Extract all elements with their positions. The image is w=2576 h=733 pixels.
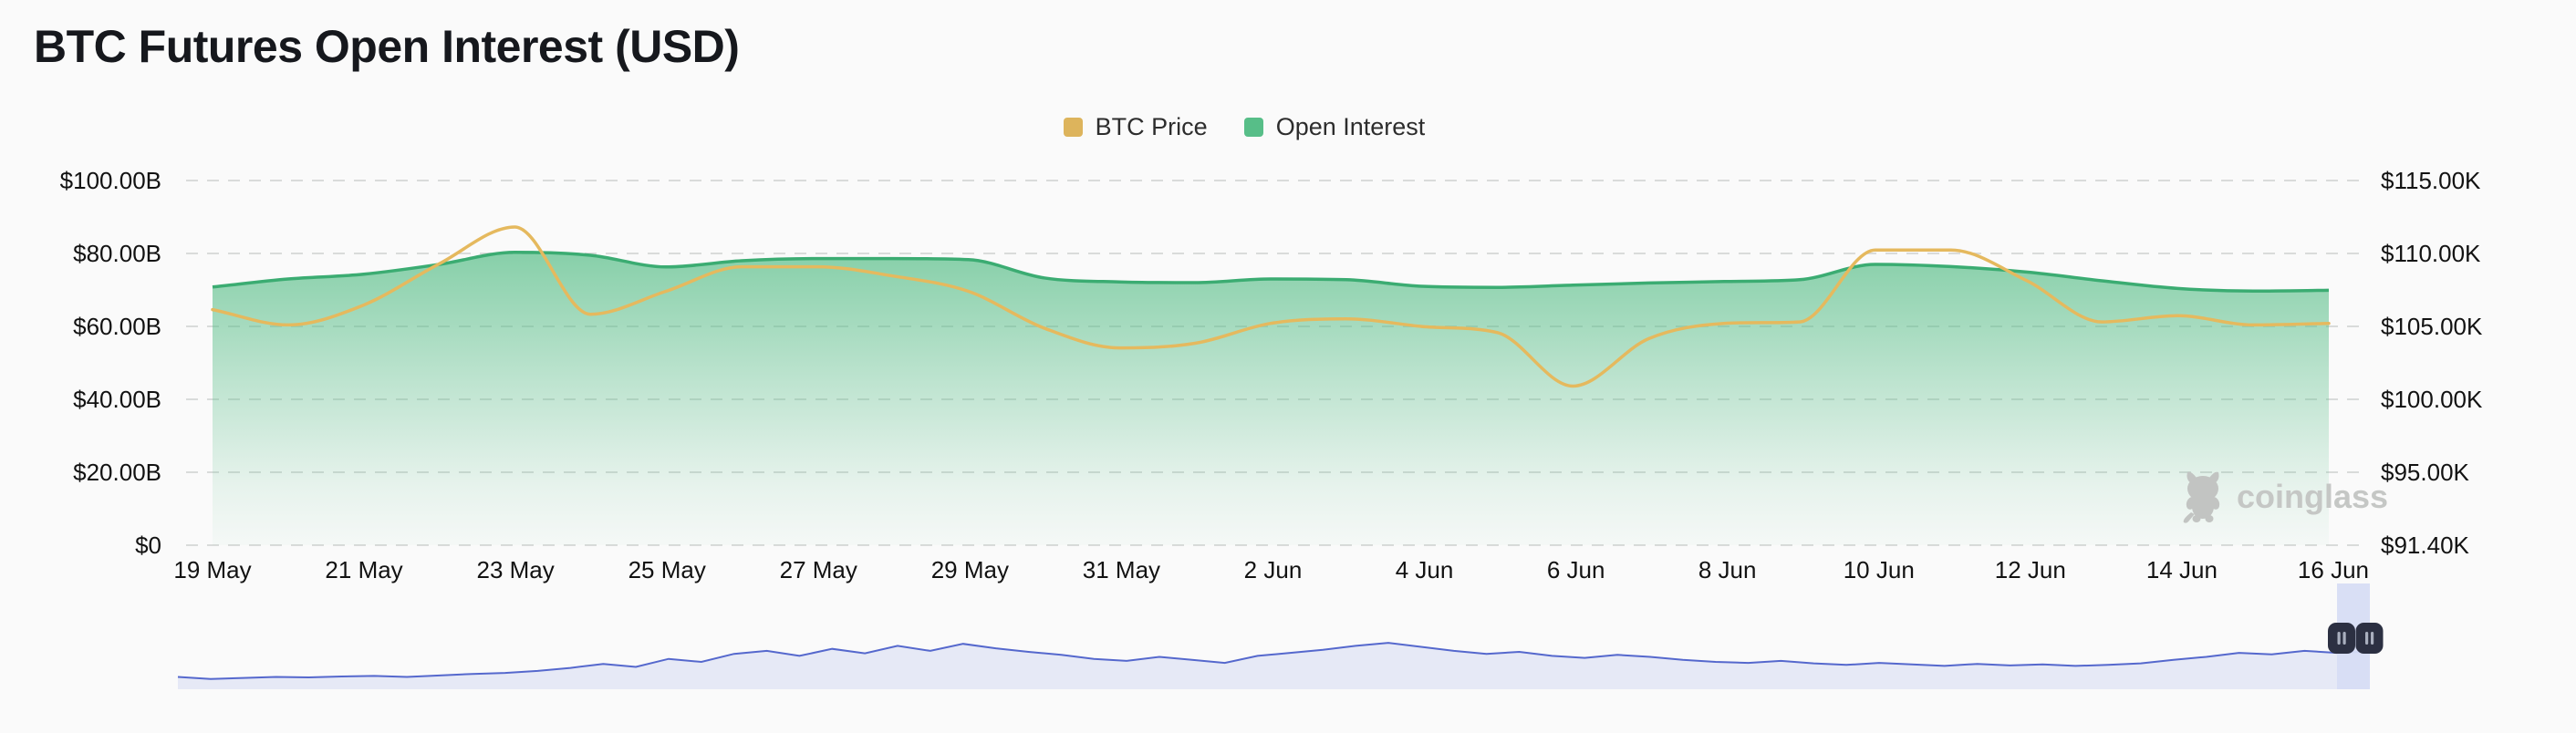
x-axis-tick-label: 12 Jun (1994, 556, 2066, 583)
left-axis-label: $80.00B (73, 240, 161, 267)
navigator-handle-right[interactable] (2355, 623, 2384, 654)
left-axis-label: $20.00B (73, 459, 161, 486)
legend-label: Open Interest (1275, 113, 1426, 140)
page-title: BTC Futures Open Interest (USD) (34, 21, 740, 72)
right-axis-label: $115.00K (2381, 167, 2481, 194)
x-axis-tick-label: 23 May (476, 556, 555, 583)
x-axis-tick-label: 14 Jun (2145, 556, 2218, 583)
navigator-area[interactable] (178, 643, 2370, 689)
open-interest-line (212, 251, 2330, 293)
right-axis-label: $105.00K (2381, 313, 2483, 340)
x-axis-tick-label: 25 May (628, 556, 706, 583)
x-axis-tick-label: 10 Jun (1843, 556, 1915, 583)
legend-item-open-interest[interactable]: Open Interest (1243, 113, 1426, 141)
range-navigator[interactable] (177, 583, 2384, 689)
navigator-line (177, 642, 2371, 680)
x-axis-tick-label: 31 May (1082, 556, 1161, 583)
x-axis-tick-label: 16 Jun (2297, 556, 2369, 583)
navigator-handle-left[interactable] (2328, 623, 2355, 654)
x-axis-tick-label: 4 Jun (1395, 556, 1454, 583)
x-axis-tick-label: 6 Jun (1546, 556, 1605, 583)
x-axis-tick-label: 19 May (173, 556, 252, 583)
legend-swatch-icon (1243, 118, 1263, 137)
x-axis-tick-label: 8 Jun (1698, 556, 1757, 583)
left-axis-label: $60.00B (73, 313, 161, 340)
open-interest-area (213, 252, 2329, 545)
series-layer (211, 225, 2331, 545)
legend-swatch-icon (1063, 118, 1083, 137)
x-axis-tick-label: 21 May (325, 556, 403, 583)
right-axis-label: $91.40K (2381, 532, 2469, 559)
x-axis-tick-label: 27 May (779, 556, 857, 583)
right-axis-label: $100.00K (2381, 386, 2483, 413)
x-axis-tick-label: 29 May (930, 556, 1009, 583)
left-axis-label: $100.00B (59, 167, 161, 194)
legend-item-btc-price[interactable]: BTC Price (1063, 113, 1208, 141)
legend: BTC Price Open Interest (0, 113, 2532, 141)
left-axis-label: $0 (135, 532, 161, 559)
right-axis-label: $110.00K (2381, 240, 2481, 267)
legend-label: BTC Price (1095, 113, 1208, 140)
left-axis-label: $40.00B (73, 386, 161, 413)
btc-price-line (211, 225, 2331, 388)
right-axis-label: $95.00K (2381, 459, 2469, 486)
x-axis-tick-label: 2 Jun (1243, 556, 1303, 583)
